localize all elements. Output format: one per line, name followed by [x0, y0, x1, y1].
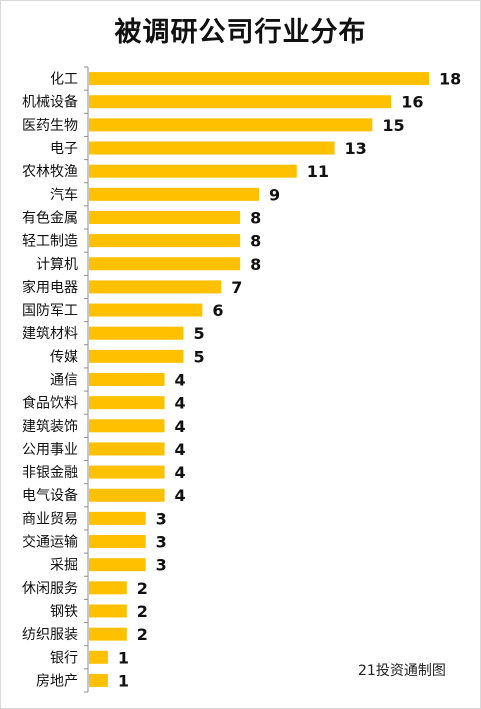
bar: [89, 627, 127, 641]
bar: [89, 419, 165, 433]
bar: [89, 303, 203, 317]
bar: [89, 558, 146, 572]
data-label: 8: [250, 255, 261, 274]
data-label: 4: [175, 394, 186, 413]
data-label: 9: [269, 185, 280, 204]
data-label: 13: [345, 139, 367, 158]
category-label: 化工: [50, 72, 78, 88]
chart-title: 被调研公司行业分布: [114, 17, 367, 48]
category-label: 轻工制造: [22, 234, 78, 250]
data-label: 3: [156, 533, 167, 552]
bar: [89, 604, 127, 618]
category-label: 机械设备: [22, 94, 78, 111]
data-label: 2: [137, 579, 148, 598]
data-label: 1: [118, 648, 129, 667]
bar: [89, 141, 335, 155]
category-label: 食品饮料: [22, 395, 78, 412]
category-label: 休闲服务: [22, 581, 78, 597]
category-label: 医药生物: [22, 118, 78, 134]
bar: [89, 535, 146, 549]
category-label: 钢铁: [50, 604, 78, 620]
data-label: 3: [156, 556, 167, 575]
data-label: 11: [307, 162, 329, 181]
category-label: 建筑材料: [22, 326, 78, 342]
bar: [89, 465, 165, 479]
category-label: 纺织服装: [22, 627, 78, 643]
data-label: 16: [401, 93, 423, 112]
bar: [89, 511, 146, 525]
category-label: 通信: [50, 373, 78, 389]
credit-text: 21投资通制图: [358, 663, 446, 679]
data-label: 4: [175, 371, 186, 390]
bar: [89, 442, 165, 456]
bar: [89, 349, 184, 363]
data-label: 1: [118, 671, 129, 690]
bar: [89, 326, 184, 340]
data-label: 8: [250, 232, 261, 251]
category-label: 家用电器: [22, 279, 78, 296]
bar: [89, 95, 392, 109]
category-label: 计算机: [36, 257, 78, 273]
data-label: 8: [250, 208, 261, 227]
data-label: 7: [231, 278, 242, 297]
bar: [89, 650, 108, 664]
bar: [89, 280, 222, 294]
bar: [89, 72, 429, 86]
category-label: 房地产: [36, 673, 78, 689]
bar: [89, 210, 241, 224]
category-label: 银行: [50, 650, 78, 666]
category-label: 交通运输: [22, 534, 78, 551]
data-label: 5: [193, 347, 204, 366]
data-label: 4: [175, 440, 186, 459]
category-label: 传媒: [50, 349, 78, 365]
category-label: 国防军工: [22, 303, 78, 319]
category-label: 非银金融: [22, 465, 78, 481]
category-label: 建筑装饰: [22, 419, 78, 435]
bar: [89, 673, 108, 687]
data-label: 2: [137, 602, 148, 621]
bar: [89, 257, 241, 271]
bar: [89, 164, 297, 178]
data-label: 5: [193, 324, 204, 343]
bar: [89, 396, 165, 410]
category-label: 电子: [50, 141, 78, 157]
data-label: 3: [156, 509, 167, 528]
category-label: 有色金属: [22, 209, 78, 226]
category-label: 商业贸易: [22, 511, 78, 527]
data-label: 4: [175, 417, 186, 436]
bar: [89, 581, 127, 595]
data-label: 4: [175, 463, 186, 482]
bar: [89, 234, 241, 248]
data-label: 15: [382, 116, 404, 135]
bar: [89, 488, 165, 502]
data-label: 2: [137, 625, 148, 644]
data-label: 18: [439, 70, 461, 89]
data-label: 4: [175, 486, 186, 505]
bar: [89, 187, 259, 201]
category-label: 农林牧渔: [22, 164, 78, 180]
category-label: 采掘: [50, 558, 78, 574]
category-label: 公用事业: [22, 442, 78, 458]
category-label: 电气设备: [22, 487, 78, 504]
category-label: 汽车: [50, 186, 78, 203]
bar: [89, 118, 373, 132]
data-label: 6: [212, 301, 223, 320]
bar: [89, 373, 165, 386]
